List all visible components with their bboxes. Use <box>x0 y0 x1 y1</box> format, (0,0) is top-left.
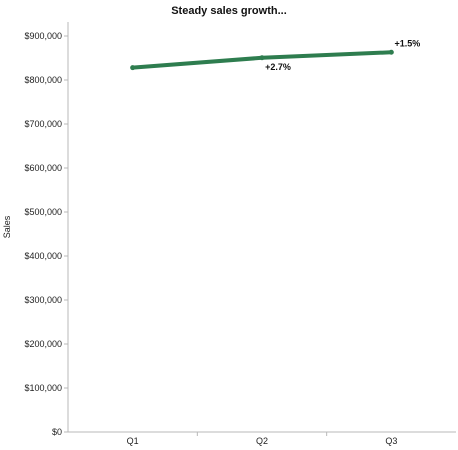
series-layer <box>130 49 394 71</box>
y-tick-label: $0 <box>52 427 62 437</box>
x-tick-label: Q3 <box>385 436 397 446</box>
x-axis: Q1 Q2 Q3 <box>127 432 397 446</box>
y-tick-label: $700,000 <box>24 119 62 129</box>
y-tick-label: $300,000 <box>24 295 62 305</box>
y-tick-label: $400,000 <box>24 251 62 261</box>
x-tick-label: Q1 <box>127 436 139 446</box>
data-point <box>388 49 394 55</box>
chart-title: Steady sales growth... <box>171 5 287 17</box>
y-axis-title: Sales <box>2 215 12 238</box>
data-label: +1.5% <box>394 38 420 48</box>
y-tick-label: $100,000 <box>24 383 62 393</box>
y-tick-label: $200,000 <box>24 339 62 349</box>
y-axis: $0 $100,000 $200,000 $300,000 $400,000 $500,0… <box>24 31 68 437</box>
data-labels: +2.7% +1.5% <box>265 38 420 72</box>
y-tick-label: $900,000 <box>24 31 62 41</box>
plot-frame <box>67 22 456 433</box>
x-tick-label: Q2 <box>256 436 268 446</box>
y-tick-label: $500,000 <box>24 207 62 217</box>
y-tick-label: $600,000 <box>24 163 62 173</box>
data-label: +2.7% <box>265 62 291 72</box>
y-tick-label: $800,000 <box>24 75 62 85</box>
data-point <box>259 55 265 61</box>
data-point <box>130 65 136 71</box>
